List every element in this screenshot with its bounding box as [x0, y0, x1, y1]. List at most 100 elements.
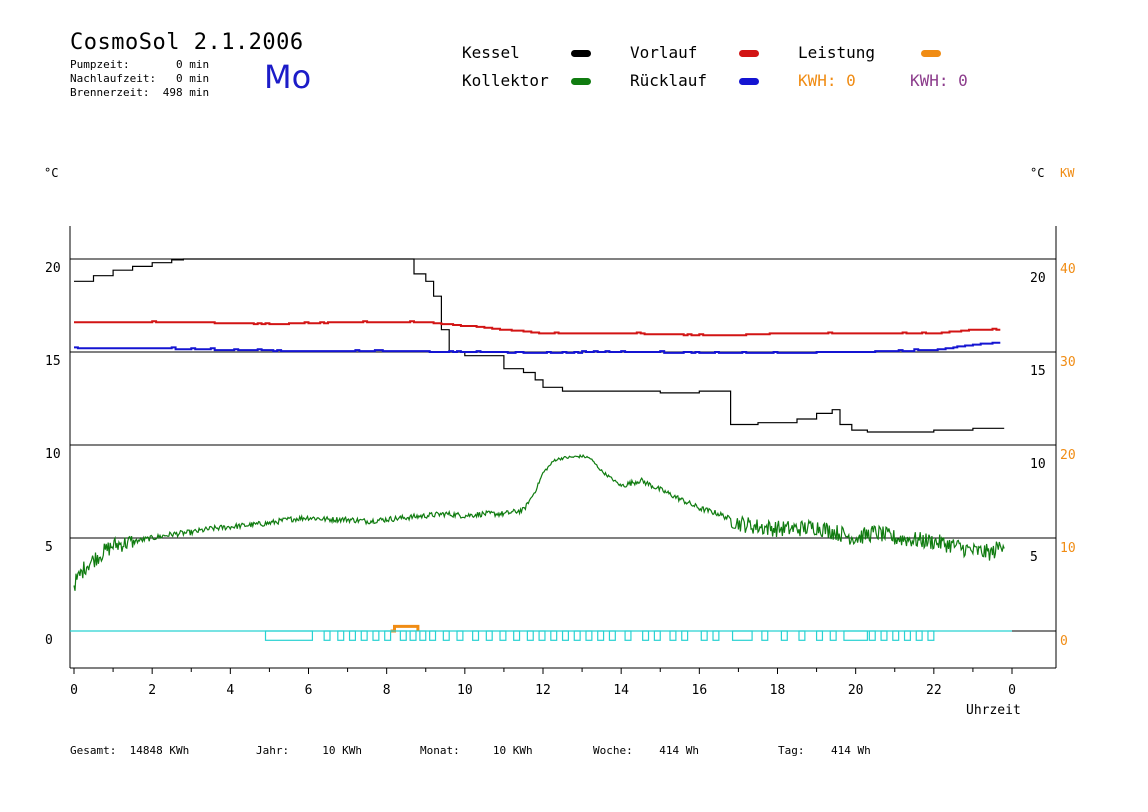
x-tick-label: 20: [848, 683, 864, 698]
pump-pulse: [384, 630, 392, 641]
pump-pulse: [499, 630, 507, 641]
pump-pulse: [798, 630, 806, 641]
legend-kollektor-label: Kollektor: [462, 71, 549, 90]
chart-axes: [69, 226, 1057, 674]
footer-jahr: Jahr: 10 KWh: [256, 744, 362, 757]
y-left-tick-label: 15: [45, 354, 61, 369]
series-ruecklauf-line: [74, 341, 1001, 354]
series-kollektor-line: [73, 453, 1005, 591]
pump-pulse: [472, 630, 480, 641]
pump-pulse: [700, 630, 708, 641]
pump-pulse: [731, 630, 753, 641]
y-right-c-tick-label: 15: [1030, 364, 1046, 379]
pump-pulse: [538, 630, 546, 641]
x-tick-label: 8: [383, 683, 391, 698]
pump-pulse: [561, 630, 570, 641]
pump-pulse: [712, 630, 720, 641]
y-left-tick-label: 0: [45, 633, 53, 648]
x-tick-label: 18: [770, 683, 786, 698]
pump-pulse: [264, 630, 314, 641]
pump-pulse: [780, 630, 788, 641]
legend-vorlauf-swatch: [739, 50, 759, 57]
x-tick-label: 0: [1008, 683, 1016, 698]
pump-pulse: [399, 630, 407, 641]
pump-pulse: [323, 630, 331, 641]
pump-pulse: [608, 630, 616, 641]
y-right-c-tick-label: 10: [1030, 457, 1046, 472]
pump-pulse: [681, 630, 689, 641]
pump-pulse: [337, 630, 345, 641]
pump-pulse: [927, 630, 935, 641]
x-tick-label: 16: [692, 683, 708, 698]
footer-gesamt: Gesamt: 14848 KWh: [70, 744, 190, 757]
y-right-kw-tick-label: 0: [1060, 634, 1068, 649]
pump-pulse: [829, 630, 837, 641]
legend-leistung-label: Leistung: [798, 43, 876, 62]
pump-pulse: [915, 630, 923, 641]
pump-pulse: [624, 630, 632, 641]
legend-kessel-swatch: [571, 50, 591, 57]
brenner-time: Brennerzeit: 498 min: [70, 86, 210, 99]
pump-pulse: [892, 630, 900, 641]
pump-pulse: [642, 630, 650, 641]
grid-lines: [70, 258, 1056, 632]
weekday-label: Mo: [264, 58, 312, 96]
y-right-c-tick-label: 5: [1030, 550, 1038, 565]
pump-time: Pumpzeit: 0 min: [70, 58, 210, 71]
footer-tag: Tag: 414 Wh: [778, 744, 871, 757]
pump-pulses: [70, 630, 1012, 641]
pump-pulse: [573, 630, 581, 641]
pump-pulse: [669, 630, 677, 641]
pump-pulse: [429, 630, 437, 641]
right-axis-unit-c: °C: [1030, 166, 1045, 180]
pump-pulse: [550, 630, 558, 641]
legend-kollektor-swatch: [571, 78, 591, 85]
y-right-kw-tick-label: 30: [1060, 355, 1076, 370]
x-tick-label: 14: [613, 683, 629, 698]
pump-pulse: [513, 630, 521, 641]
legend-ruecklauf-label: Rücklauf: [630, 71, 708, 90]
series-kessel-line: [74, 258, 1005, 433]
legend-vorlauf-label: Vorlauf: [630, 43, 698, 62]
pump-pulse: [761, 630, 769, 641]
pump-pulse: [360, 630, 368, 641]
nachlauf-time: Nachlaufzeit: 0 min: [70, 72, 210, 85]
y-right-kw-tick-label: 20: [1060, 448, 1076, 463]
pump-pulse: [597, 630, 605, 641]
right-axis-unit-kw: KW: [1060, 166, 1075, 180]
x-tick-label: 10: [457, 683, 473, 698]
y-right-kw-tick-label: 10: [1060, 541, 1076, 556]
x-tick-label: 0: [70, 683, 78, 698]
pump-pulse: [442, 630, 450, 641]
pump-pulse: [485, 630, 493, 641]
y-left-tick-label: 20: [45, 261, 61, 276]
y-right-kw-tick-label: 40: [1060, 262, 1076, 277]
pump-pulse: [880, 630, 888, 641]
pump-pulse: [653, 630, 661, 641]
pump-pulse: [409, 630, 417, 641]
x-tick-label: 2: [148, 683, 156, 698]
pump-pulse: [526, 630, 534, 641]
series-leistung-line: [390, 624, 420, 633]
pump-pulse: [419, 630, 427, 641]
pump-pulse: [843, 630, 868, 641]
legend-kwh-purple: KWH: 0: [910, 71, 968, 90]
x-tick-label: 12: [535, 683, 551, 698]
x-tick-label: 4: [226, 683, 234, 698]
footer-monat: Monat: 10 KWh: [420, 744, 533, 757]
legend-ruecklauf-swatch: [739, 78, 759, 85]
legend-kwh-orange: KWH: 0: [798, 71, 856, 90]
pump-pulse: [868, 630, 876, 641]
pump-pulse: [348, 630, 357, 641]
pump-pulse: [903, 630, 911, 641]
chart-series: [73, 258, 1005, 633]
legend-leistung-swatch: [921, 50, 941, 57]
chart-title: CosmoSol 2.1.2006: [70, 30, 304, 55]
pump-pulse: [585, 630, 593, 641]
x-axis-label: Uhrzeit: [966, 703, 1021, 718]
legend-kessel-label: Kessel: [462, 43, 520, 62]
pump-pulse: [456, 630, 464, 641]
x-tick-label: 6: [305, 683, 313, 698]
series-vorlauf-line: [74, 320, 1001, 337]
